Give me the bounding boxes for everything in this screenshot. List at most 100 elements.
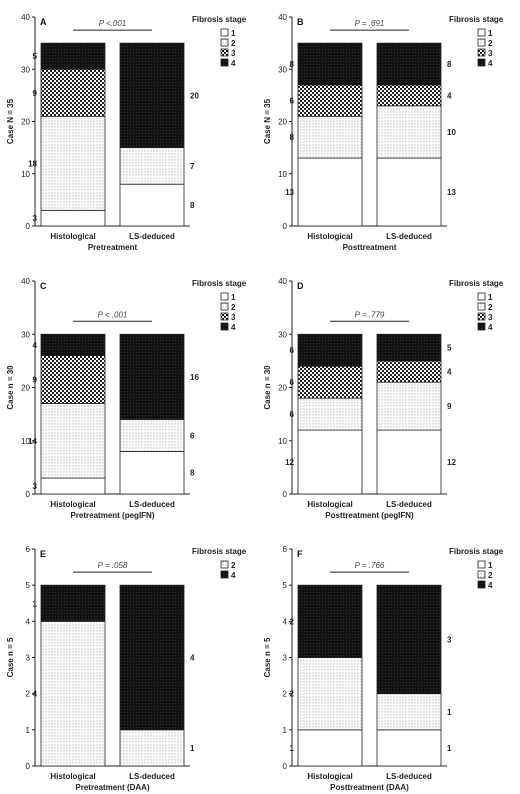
y-tick-label: 40: [278, 277, 287, 286]
data-label: 13: [285, 188, 294, 197]
legend-label: 4: [231, 323, 236, 332]
data-label: 13: [447, 188, 456, 197]
legend-label: 3: [488, 313, 493, 322]
y-tick-label: 6: [26, 545, 31, 554]
data-label: 16: [190, 373, 199, 382]
data-label: 2: [290, 690, 295, 699]
bar-segment-stage-2: [119, 729, 185, 767]
x-category-label: Histological: [307, 500, 352, 509]
bar-segment-stage-4: [297, 584, 363, 658]
legend-label: 1: [488, 29, 493, 38]
data-label: 8: [447, 60, 452, 69]
data-label: 6: [290, 346, 295, 355]
x-axis-title: Posttreatment: [343, 243, 397, 252]
y-axis-label: Case n = 30: [6, 365, 15, 410]
bar-segment-stage-2: [376, 693, 442, 731]
data-label: 9: [33, 89, 38, 98]
x-axis-title: Pretreatment (pegIFN): [70, 511, 154, 520]
data-label: 7: [190, 162, 195, 171]
bar-segment-stage-4: [297, 333, 363, 367]
data-label: 3: [33, 214, 38, 223]
legend-label: 4: [231, 571, 236, 580]
y-tick-label: 2: [26, 690, 31, 699]
p-value: P = .766: [355, 561, 385, 570]
x-category-label: LS-deduced: [129, 500, 175, 509]
legend-swatch: [220, 570, 229, 579]
legend-swatch: [477, 312, 486, 321]
bar-segment-stage-4: [376, 42, 442, 86]
panel-letter: A: [40, 17, 47, 27]
legend-swatch: [477, 292, 486, 301]
bar-segment-stage-1: [119, 183, 185, 227]
x-axis-title: Posttreatment (pegIFN): [325, 511, 414, 520]
y-tick-label: 3: [26, 654, 31, 663]
data-label: 4: [33, 690, 38, 699]
data-label: 3: [447, 635, 452, 644]
y-tick-label: 0: [26, 222, 31, 231]
bar-segment-stage-1: [119, 450, 185, 495]
data-label: 18: [28, 159, 37, 168]
y-axis-label: Case N = 35: [6, 98, 15, 144]
legend-swatch: [477, 580, 486, 589]
bar-segment-stage-1: [376, 429, 442, 495]
x-category-label: Histological: [50, 500, 95, 509]
legend-label: 2: [488, 39, 493, 48]
bar-segment-stage-2: [297, 397, 363, 431]
legend-label: 4: [488, 59, 493, 68]
legend-label: 1: [488, 561, 493, 570]
y-tick-label: 20: [278, 384, 287, 393]
y-axis-label: Case n = 30: [263, 365, 272, 410]
bar-segment-stage-1: [297, 729, 363, 767]
panel-letter: E: [40, 549, 46, 559]
legend-swatch: [477, 58, 486, 67]
p-value: P = .779: [355, 310, 385, 319]
x-category-label: Histological: [50, 232, 95, 241]
bar-segment-stage-2: [40, 403, 106, 479]
y-tick-label: 0: [283, 222, 288, 231]
legend-label: 4: [488, 581, 493, 590]
y-tick-label: 3: [283, 654, 288, 663]
data-label: 12: [447, 458, 456, 467]
legend-label: 1: [231, 29, 236, 38]
panel-letter: F: [297, 549, 303, 559]
y-tick-label: 10: [278, 170, 287, 179]
bar-segment-stage-1: [297, 429, 363, 495]
x-category-label: LS-deduced: [129, 232, 175, 241]
legend-label: 4: [231, 59, 236, 68]
y-tick-label: 0: [26, 490, 31, 499]
legend-swatch: [220, 48, 229, 57]
legend-label: 3: [488, 49, 493, 58]
data-label: 12: [285, 458, 294, 467]
legend-swatch: [477, 48, 486, 57]
y-tick-label: 0: [283, 762, 288, 771]
y-tick-label: 40: [21, 277, 30, 286]
x-category-label: LS-deduced: [386, 500, 432, 509]
bar-segment-stage-1: [40, 477, 106, 495]
x-category-label: Histological: [50, 772, 95, 781]
bar-segment-stage-2: [40, 620, 106, 767]
bar-segment-stage-4: [119, 42, 185, 149]
bar-segment-stage-3: [40, 355, 106, 404]
bar-segment-stage-3: [376, 84, 442, 107]
x-category-label: LS-deduced: [386, 772, 432, 781]
legend-swatch: [220, 560, 229, 569]
bar-segment-stage-4: [376, 333, 442, 362]
data-label: 4: [33, 341, 38, 350]
data-label: 8: [190, 469, 195, 478]
data-label: 1: [33, 599, 38, 608]
legend-title: Fibrosis stage: [449, 547, 504, 556]
y-axis-label: Case n = 5: [6, 637, 15, 677]
y-tick-label: 20: [21, 118, 30, 127]
legend-swatch: [477, 28, 486, 37]
data-label: 4: [447, 91, 452, 100]
legend-label: 1: [488, 293, 493, 302]
legend-swatch: [220, 312, 229, 321]
data-label: 1: [447, 744, 452, 753]
bar-segment-stage-1: [40, 209, 106, 227]
legend-swatch: [220, 28, 229, 37]
bar-segment-stage-1: [376, 729, 442, 767]
x-category-label: LS-deduced: [129, 772, 175, 781]
bar-segment-stage-2: [119, 147, 185, 185]
